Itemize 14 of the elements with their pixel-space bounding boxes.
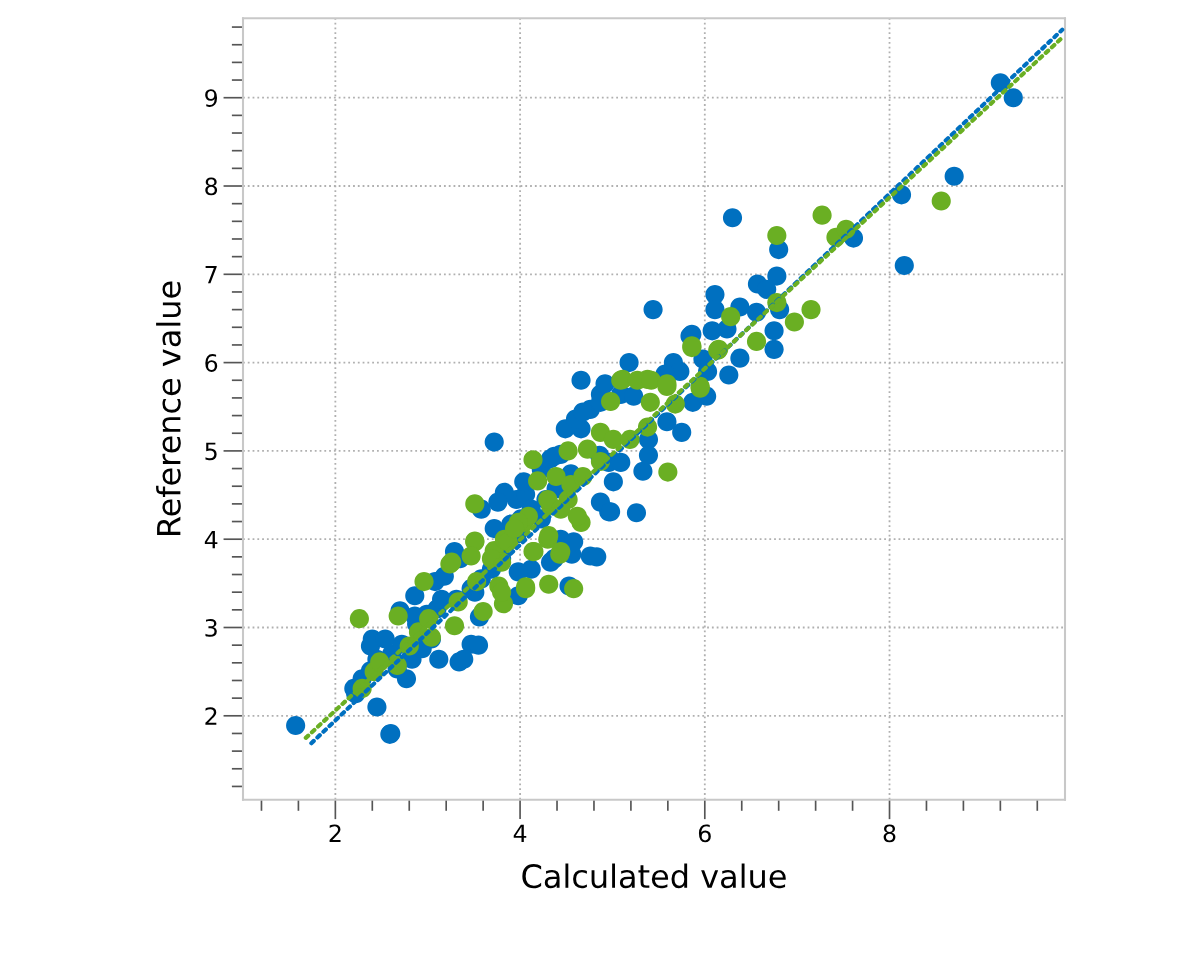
x-tick-label: 2: [329, 824, 341, 842]
y-tick-label: 7: [205, 266, 217, 284]
y-axis-title: Reference value: [156, 281, 181, 535]
y-tick-label: 4: [204, 530, 218, 549]
x-tick-label: 6: [698, 824, 711, 843]
y-tick-label: 8: [205, 177, 218, 196]
y-tick-label: 2: [205, 707, 217, 725]
y-tick-label: 6: [205, 354, 218, 372]
y-tick-label: 3: [205, 618, 217, 637]
x-tick-label: 4: [513, 824, 527, 842]
x-axis-title: Calculated value: [522, 863, 786, 889]
y-tick-label: 5: [205, 442, 217, 461]
y-tick-label: 9: [205, 89, 218, 108]
x-tick-label: 8: [883, 824, 896, 843]
